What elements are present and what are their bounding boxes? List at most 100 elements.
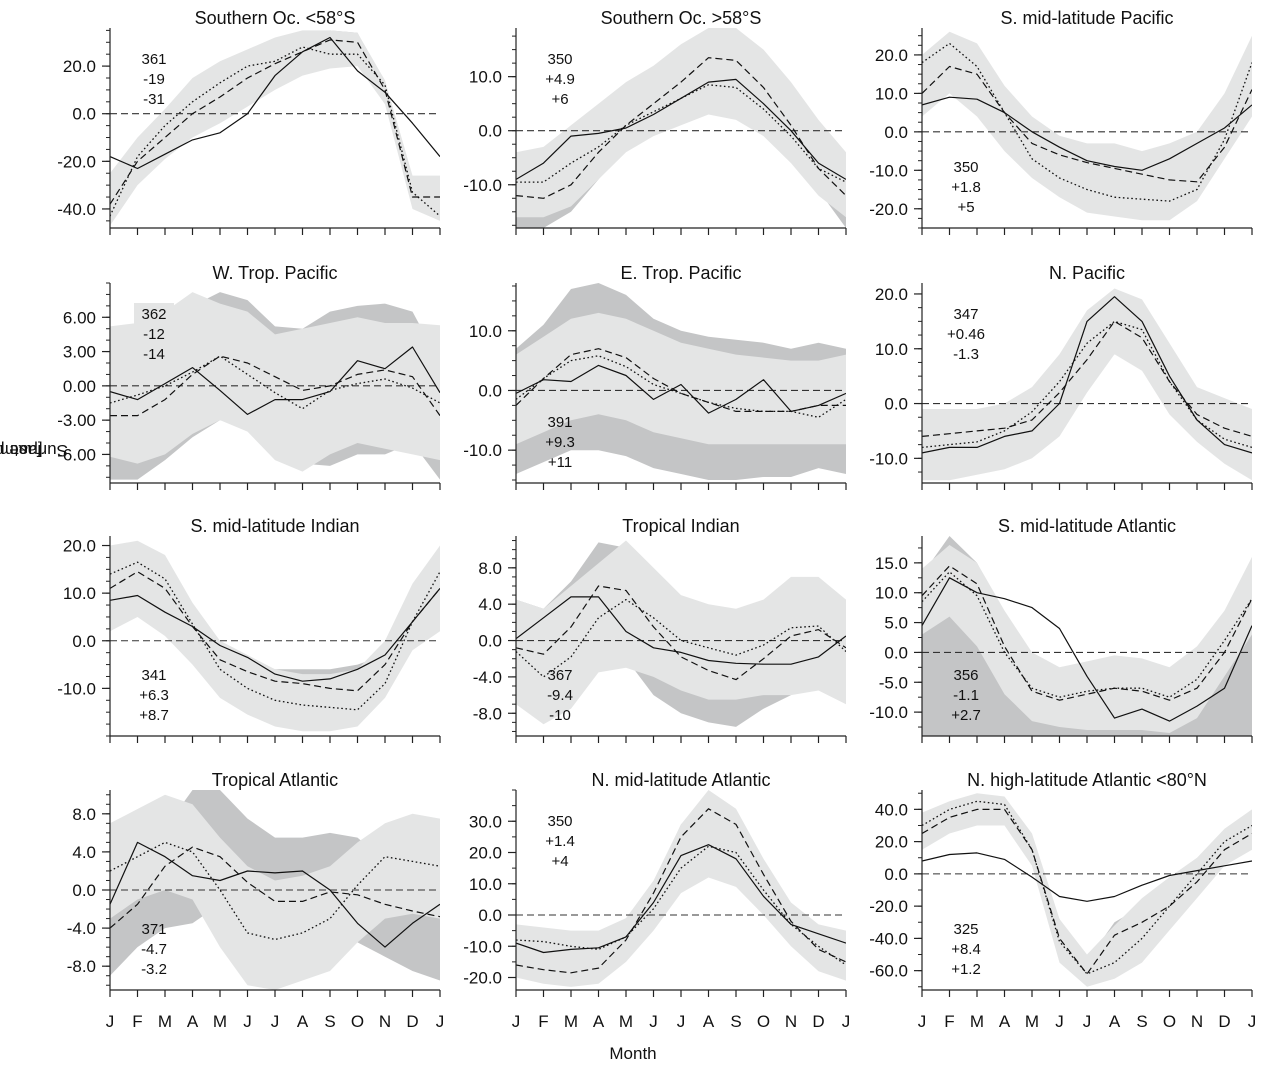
y-tick-label: -4.0 (473, 668, 502, 687)
y-tick-label: 4.0 (72, 843, 96, 862)
annotation-text: +6 (551, 91, 568, 108)
series-line-dashed (110, 355, 440, 417)
series-line-solid (110, 346, 440, 415)
series-line-dotted (516, 355, 846, 418)
y-tick-label: -4.0 (67, 919, 96, 938)
annotation-text: +8.7 (139, 707, 169, 724)
y-tick-label: 10.0 (469, 68, 502, 87)
panel-title: Tropical Indian (622, 516, 739, 536)
y-tick-label: 0.0 (478, 632, 502, 651)
annotation-text: +11 (548, 454, 572, 471)
y-tick-label: 6.00 (63, 308, 96, 327)
x-tick-label: O (757, 1012, 770, 1031)
x-tick-label: S (730, 1012, 741, 1031)
y-tick-label: 5.0 (884, 614, 908, 633)
y-tick-label: 20.0 (63, 57, 96, 76)
y-tick-label: 20.0 (875, 46, 908, 65)
series-line-dashed (516, 57, 846, 199)
annotation-text: 362 (141, 306, 166, 323)
y-tick-label: 0.0 (72, 881, 96, 900)
y-tick-label: 0.0 (884, 865, 908, 884)
annotation-text: 325 (953, 921, 978, 938)
y-tick-label: 10.0 (63, 584, 96, 603)
x-tick-label: M (1025, 1012, 1039, 1031)
y-tick-label: 0.0 (884, 395, 908, 414)
plot-area (110, 30, 440, 226)
x-tick-label: J (1248, 1012, 1257, 1031)
y-tick-label: -3.00 (57, 411, 96, 430)
annotation-text: 347 (953, 306, 978, 323)
x-tick-label: A (999, 1012, 1011, 1031)
panel-3: 20.0 10.0 0.0 -10.0 -20.0 S. mid-latitude Pac… (869, 8, 1253, 235)
uncertainty-band-light (516, 790, 846, 987)
y-tick-label: 10.0 (875, 584, 908, 603)
plot-area (922, 31, 1252, 221)
series-line-dashed (110, 39, 440, 205)
uncertainty-band-light (922, 545, 1252, 733)
series-line-solid (922, 577, 1252, 722)
annotation-text: -12 (143, 326, 165, 343)
series-line-dashed (110, 571, 440, 692)
x-tick-label: J (243, 1012, 252, 1031)
uncertainty-band-light (922, 288, 1252, 481)
plot-area (922, 793, 1252, 987)
x-tick-label: J (842, 1012, 851, 1031)
x-tick-label: M (564, 1012, 578, 1031)
annotation-text: +4 (551, 853, 568, 870)
plot-area (516, 283, 846, 480)
y-tick-label: -10.0 (869, 161, 908, 180)
series-line-dashed (922, 565, 1252, 701)
y-tick-label: 0.0 (478, 122, 502, 141)
series-line-dotted (110, 355, 440, 410)
annotation-text: +1.2 (951, 961, 981, 978)
x-tick-label: J (1083, 1012, 1092, 1031)
y-tick-label: -10.0 (463, 441, 502, 460)
panel-1: 20.0 0.0 -20.0 -40.0 Southern Oc. <58°S 361 -1… (57, 8, 441, 235)
x-tick-label: M (970, 1012, 984, 1031)
plot-area (516, 540, 846, 727)
x-tick-label: N (785, 1012, 797, 1031)
annotation-text: +9.3 (545, 434, 575, 451)
y-tick-label: 20.0 (875, 285, 908, 304)
x-tick-label: N (379, 1012, 391, 1031)
plot-area (110, 292, 440, 480)
panel-6: 20.0 10.0 0.0 -10.0 N. Pacific 347 +0.46 -1.3 (869, 263, 1253, 490)
panel-title: W. Trop. Pacific (212, 263, 337, 283)
uncertainty-band-light (110, 292, 440, 472)
y-tick-label: -20.0 (463, 969, 502, 988)
y-tick-label: 0.0 (884, 643, 908, 662)
y-tick-label: 0.00 (63, 377, 96, 396)
panel-title: S. mid-latitude Indian (190, 516, 359, 536)
x-tick-label: A (703, 1012, 715, 1031)
x-tick-label: J (436, 1012, 445, 1031)
x-tick-label: J (106, 1012, 115, 1031)
panel-title: N. high-latitude Atlantic <80°N (967, 770, 1207, 790)
panel-title: S. mid-latitude Atlantic (998, 516, 1176, 536)
x-tick-label: J (512, 1012, 521, 1031)
y-tick-label: 0.0 (72, 105, 96, 124)
series-line-solid (922, 296, 1252, 454)
y-tick-label: -10.0 (463, 176, 502, 195)
x-tick-label: A (1109, 1012, 1121, 1031)
panel-8: 8.0 4.0 0.0 -4.0 -8.0 Tropical Indian 367 -9.4 -… (473, 516, 847, 743)
y-tick-label: -20.0 (57, 152, 96, 171)
annotation-text: -3.2 (141, 961, 167, 978)
y-tick-label: -20.0 (869, 200, 908, 219)
y-tick-label: 10.0 (875, 340, 908, 359)
uncertainty-band-light (110, 794, 440, 990)
series-line-dashed (922, 320, 1252, 437)
x-tick-label: M (213, 1012, 227, 1031)
annotation-text: +1.4 (545, 833, 575, 850)
series-line-solid (922, 852, 1252, 902)
y-tick-label: 0.0 (72, 632, 96, 651)
annotation-text: +8.4 (951, 941, 981, 958)
plot-area (922, 536, 1252, 736)
x-tick-label: F (538, 1012, 548, 1031)
series-line-dotted (516, 84, 846, 183)
series-line-dotted (516, 845, 846, 966)
series-line-dashed (922, 65, 1252, 183)
uncertainty-band-light (516, 28, 846, 218)
annotation-text: +0.46 (947, 326, 985, 343)
